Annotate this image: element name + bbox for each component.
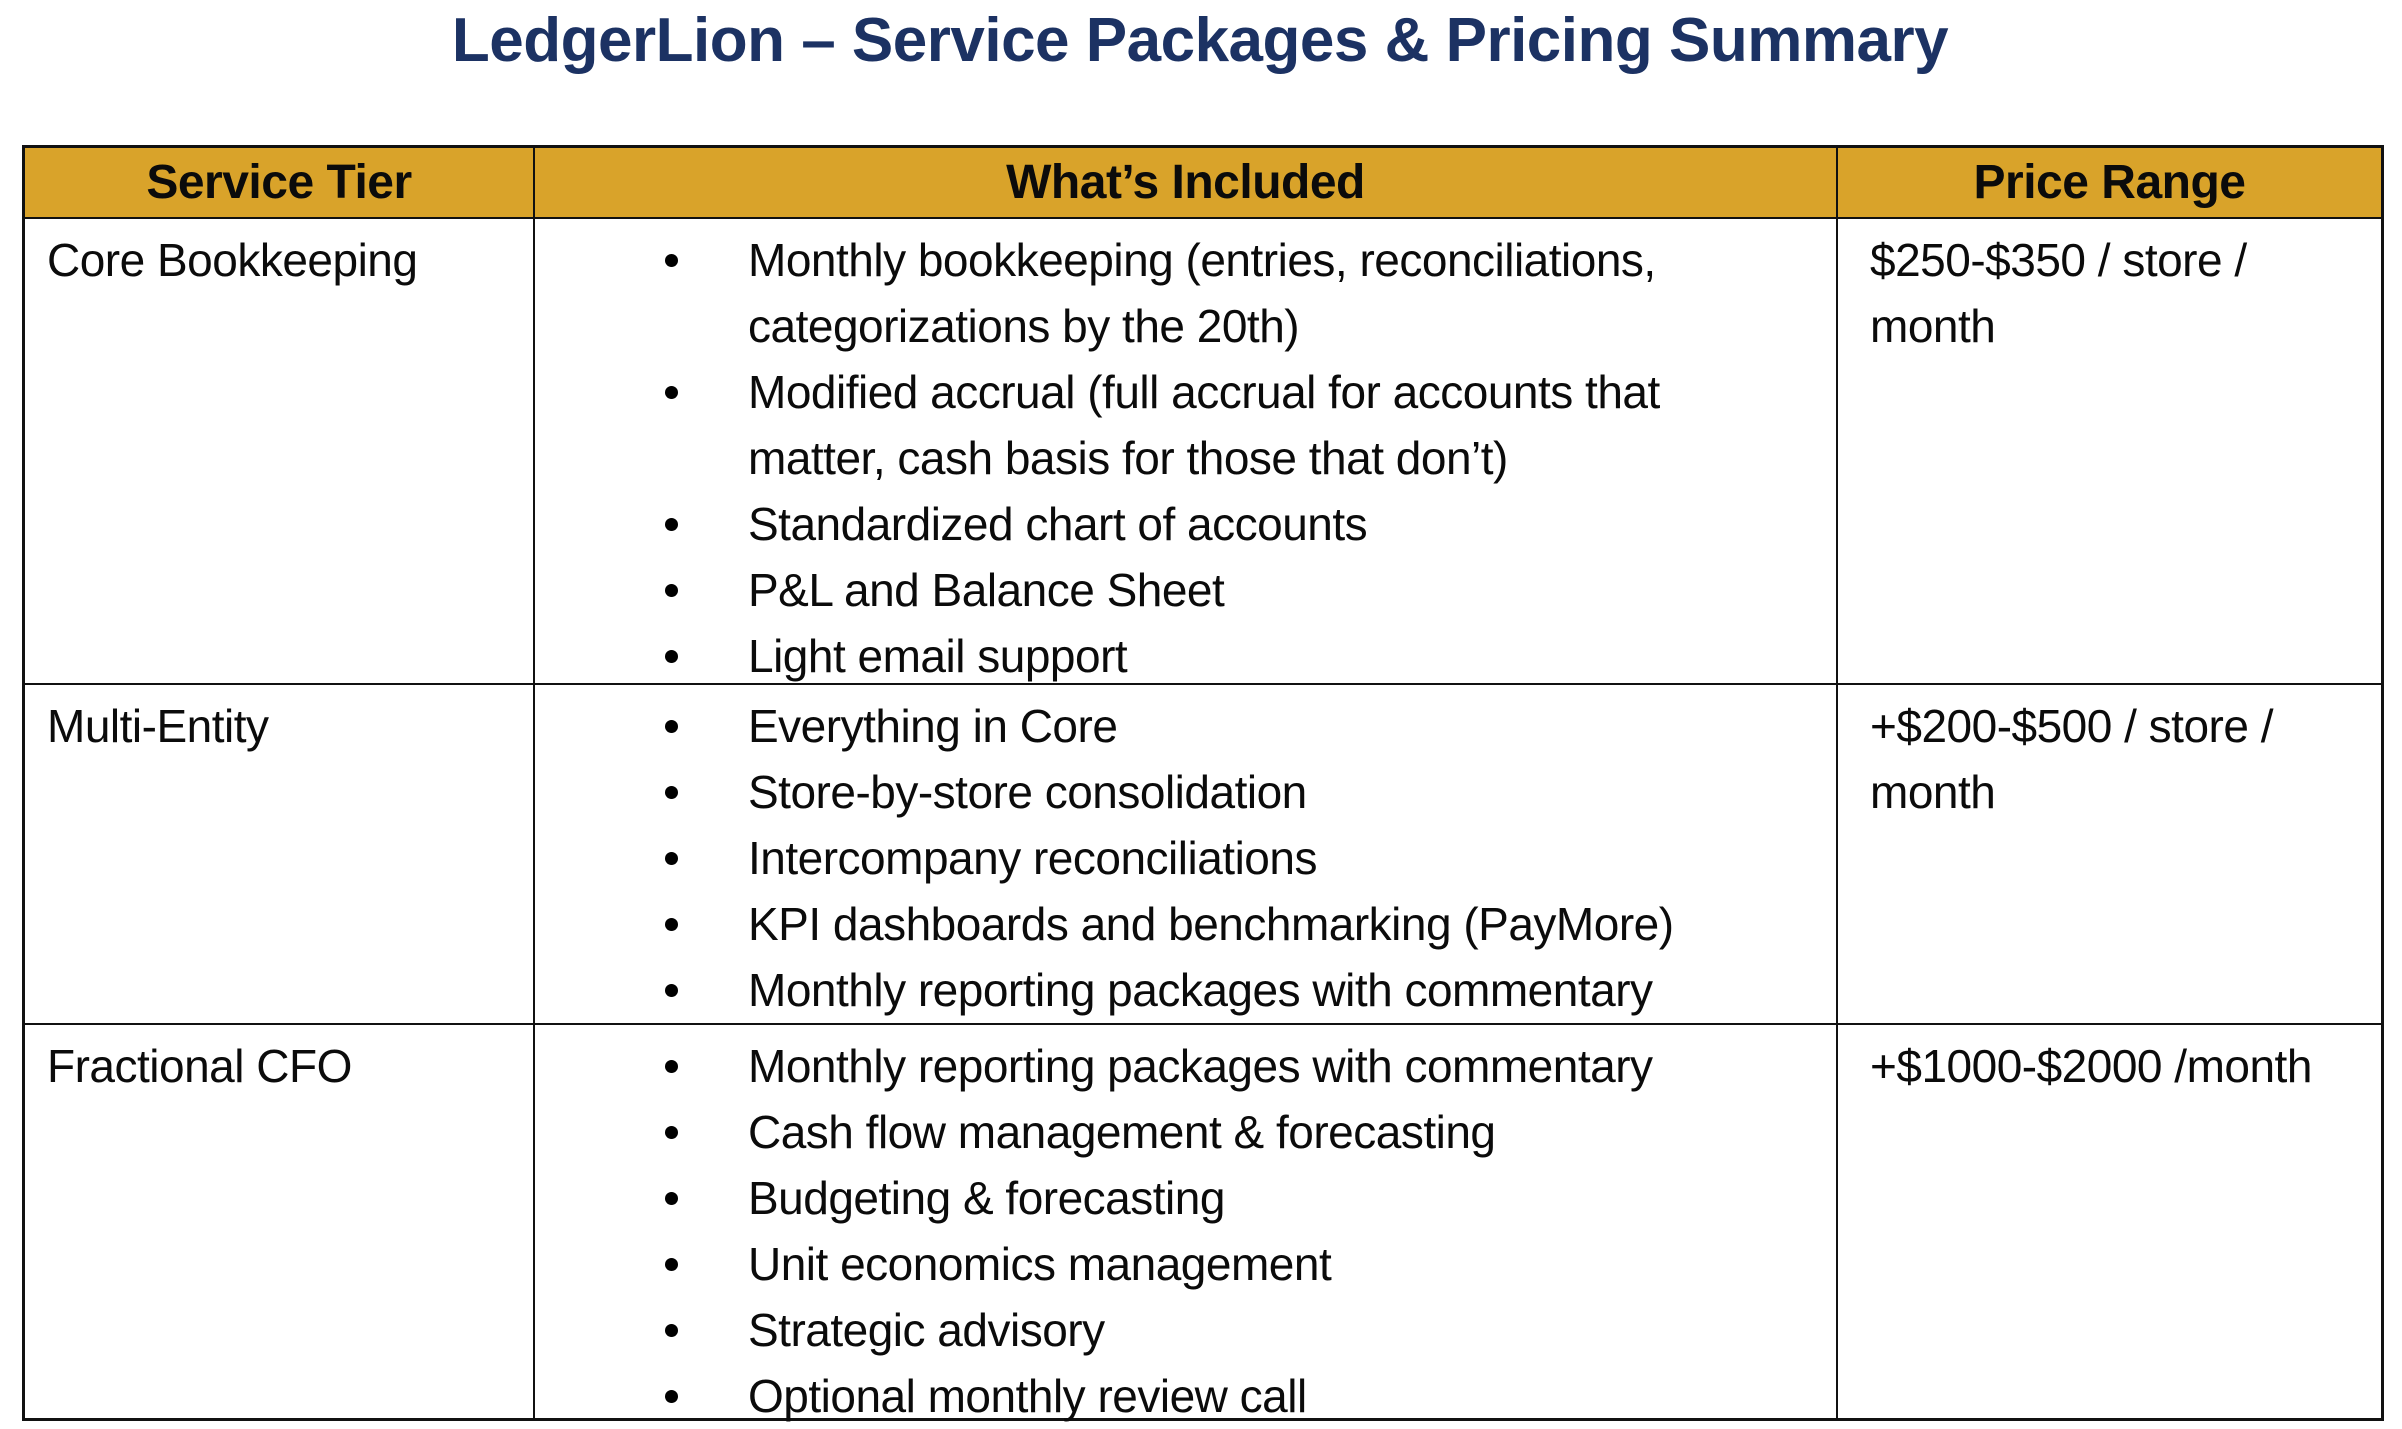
bullet-icon <box>665 1324 678 1337</box>
bullet-icon <box>665 650 678 663</box>
list-item: Cash flow management & forecasting <box>535 1099 1820 1165</box>
list-item-text: Monthly reporting packages with commenta… <box>748 964 1653 1016</box>
list-item: Intercompany reconciliations <box>535 825 1820 891</box>
bullet-icon <box>665 1192 678 1205</box>
list-item-text: Budgeting & forecasting <box>748 1172 1225 1224</box>
list-item: P&L and Balance Sheet <box>535 557 1820 623</box>
bullet-icon <box>665 1258 678 1271</box>
price-cell-multi-entity: +$200-$500 / store / month <box>1838 685 2381 1025</box>
list-item-text: Modified accrual (full accrual for accou… <box>748 366 1660 484</box>
bullet-icon <box>665 984 678 997</box>
list-item: Monthly reporting packages with commenta… <box>535 1033 1820 1099</box>
list-item: Unit economics management <box>535 1231 1820 1297</box>
page-title: LedgerLion – Service Packages & Pricing … <box>451 6 1949 75</box>
list-item: Optional monthly review call <box>535 1363 1820 1429</box>
bullet-icon <box>665 584 678 597</box>
list-item-text: Store-by-store consolidation <box>748 766 1307 818</box>
list-item-text: Optional monthly review call <box>748 1370 1307 1422</box>
bullet-icon <box>665 786 678 799</box>
pricing-table: Service Tier What’s Included Price Range… <box>22 145 2384 1422</box>
bullet-icon <box>665 518 678 531</box>
list-item-text: Light email support <box>748 630 1128 682</box>
list-item-text: P&L and Balance Sheet <box>748 564 1225 616</box>
included-list: Everything in Core Store-by-store consol… <box>535 693 1820 1023</box>
list-item-text: Monthly bookkeeping (entries, reconcilia… <box>748 234 1656 352</box>
tier-cell-core-bookkeeping: Core Bookkeeping <box>25 219 535 685</box>
list-item: Monthly reporting packages with commenta… <box>535 957 1820 1023</box>
col-header-whats-included: What’s Included <box>535 148 1838 219</box>
list-item-text: Standardized chart of accounts <box>748 498 1368 550</box>
list-item-text: Monthly reporting packages with commenta… <box>748 1040 1653 1092</box>
list-item: Strategic advisory <box>535 1297 1820 1363</box>
list-item-text: Intercompany reconciliations <box>748 832 1317 884</box>
tier-cell-fractional-cfo: Fractional CFO <box>25 1025 535 1418</box>
list-item-text: Unit economics management <box>748 1238 1332 1290</box>
list-item: KPI dashboards and benchmarking (PayMore… <box>535 891 1820 957</box>
price-cell-fractional-cfo: +$1000-$2000 /month <box>1870 1040 2312 1092</box>
bullet-icon <box>665 1390 678 1403</box>
list-item-text: Everything in Core <box>748 700 1118 752</box>
bullet-icon <box>665 386 678 399</box>
bullet-icon <box>665 918 678 931</box>
included-cell-fractional-cfo: Monthly reporting packages with commenta… <box>535 1025 1838 1422</box>
included-list: Monthly bookkeeping (entries, reconcilia… <box>535 227 1820 689</box>
list-item: Monthly bookkeeping (entries, reconcilia… <box>535 227 1820 359</box>
list-item: Budgeting & forecasting <box>535 1165 1820 1231</box>
list-item-text: Cash flow management & forecasting <box>748 1106 1496 1158</box>
bullet-icon <box>665 254 678 267</box>
list-item-text: KPI dashboards and benchmarking (PayMore… <box>748 898 1674 950</box>
bullet-icon <box>665 1060 678 1073</box>
col-header-service-tier: Service Tier <box>25 148 535 219</box>
list-item: Everything in Core <box>535 693 1820 759</box>
price-cell-core-bookkeeping: $250-$350 / store / month <box>1838 219 2381 685</box>
list-item: Light email support <box>535 623 1820 689</box>
list-item-text: Strategic advisory <box>748 1304 1105 1356</box>
list-item: Standardized chart of accounts <box>535 491 1820 557</box>
included-cell-multi-entity: Everything in Core Store-by-store consol… <box>535 685 1838 1025</box>
bullet-icon <box>665 1126 678 1139</box>
list-item: Modified accrual (full accrual for accou… <box>535 359 1820 491</box>
col-header-price-range: Price Range <box>1838 148 2381 219</box>
included-cell-core-bookkeeping: Monthly bookkeeping (entries, reconcilia… <box>535 219 1838 685</box>
included-list: Monthly reporting packages with commenta… <box>535 1033 1820 1429</box>
bullet-icon <box>665 720 678 733</box>
tier-cell-multi-entity: Multi-Entity <box>25 685 535 1025</box>
list-item: Store-by-store consolidation <box>535 759 1820 825</box>
bullet-icon <box>665 852 678 865</box>
